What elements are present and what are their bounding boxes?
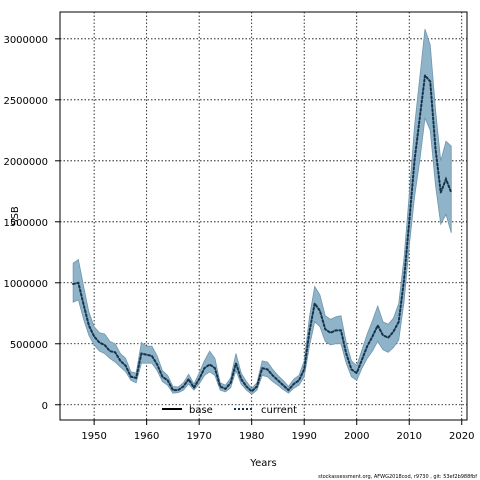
x-tick-label-1980: 1980 — [239, 431, 264, 442]
grid-lines — [60, 12, 467, 420]
x-tick-label-1990: 1990 — [291, 431, 316, 442]
plot-frame — [59, 11, 468, 421]
series-line-current — [72, 73, 453, 393]
y-tick-label-500000: 500000 — [10, 340, 48, 351]
legend-current-label: current — [261, 405, 297, 416]
y-tick-label-1500000: 1500000 — [3, 218, 48, 229]
series-line-layer — [72, 73, 453, 393]
x-tick-label-2020: 2020 — [449, 431, 474, 442]
x-axis-title: Years — [249, 458, 276, 469]
y-axis-title: SSB — [10, 206, 21, 226]
legend-base-label: base — [189, 405, 213, 416]
confidence-band-layer — [72, 28, 452, 395]
axis-ticks: 1950 1960 1970 1980 1990 2000 2010 2020 0 500000 1… — [3, 35, 474, 442]
y-tick-label-2500000: 2500000 — [3, 96, 48, 107]
x-tick-label-2010: 2010 — [397, 431, 422, 442]
x-tick-label-1950: 1950 — [81, 431, 106, 442]
footer-note: stockassessment.org, AFWG2018cod, r9730 … — [318, 474, 477, 480]
y-tick-label-1000000: 1000000 — [3, 279, 48, 290]
ssb-confidence-band — [72, 28, 452, 395]
legend: base current — [162, 405, 297, 416]
x-tick-label-1960: 1960 — [134, 431, 159, 442]
x-tick-label-1970: 1970 — [186, 431, 211, 442]
x-tick-label-2000: 2000 — [344, 431, 369, 442]
y-tick-label-2000000: 2000000 — [3, 157, 48, 168]
y-tick-label-3000000: 3000000 — [3, 35, 48, 46]
y-tick-label-0: 0 — [42, 401, 48, 412]
